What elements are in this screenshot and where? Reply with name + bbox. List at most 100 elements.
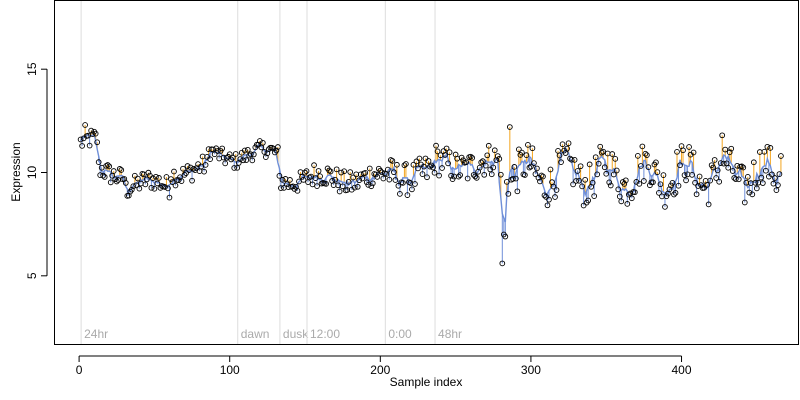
data-point xyxy=(100,172,107,179)
data-point xyxy=(681,172,688,178)
data-point xyxy=(284,181,290,188)
data-point xyxy=(710,164,717,171)
data-point xyxy=(499,260,506,267)
data-point xyxy=(261,149,268,155)
data-point xyxy=(401,162,408,169)
data-point xyxy=(128,186,135,193)
data-point xyxy=(522,172,528,178)
data-point xyxy=(704,182,710,188)
data-point xyxy=(571,157,578,163)
data-point xyxy=(162,184,168,190)
plot-box xyxy=(54,0,799,345)
data-point xyxy=(207,156,213,163)
data-point xyxy=(98,164,105,171)
data-point xyxy=(458,154,465,161)
data-point xyxy=(403,161,409,167)
phase-label: 0:00 xyxy=(388,327,412,341)
data-point xyxy=(776,171,783,177)
data-point xyxy=(698,182,704,188)
phase-label: 24hr xyxy=(84,327,108,341)
data-point xyxy=(122,180,129,186)
data-point xyxy=(538,172,545,179)
data-point xyxy=(455,173,462,180)
data-point xyxy=(415,165,421,172)
data-points xyxy=(77,122,784,267)
data-point xyxy=(505,190,512,197)
data-point xyxy=(496,156,503,162)
data-point xyxy=(151,185,158,192)
data-point xyxy=(104,162,111,168)
data-point xyxy=(624,201,631,207)
data-point xyxy=(134,175,141,182)
data-point xyxy=(175,177,182,183)
x-tick-label: 0 xyxy=(76,363,83,377)
data-point xyxy=(761,148,768,155)
data-point xyxy=(660,172,667,178)
data-point xyxy=(427,163,433,170)
data-point xyxy=(537,178,543,185)
data-point xyxy=(607,182,614,189)
data-point xyxy=(314,183,320,189)
data-point xyxy=(666,186,673,193)
data-point xyxy=(528,163,534,170)
data-point xyxy=(497,171,504,178)
data-point xyxy=(351,184,358,191)
data-point xyxy=(638,163,644,169)
data-point xyxy=(701,185,707,191)
data-point xyxy=(247,151,254,158)
data-point xyxy=(332,176,338,183)
data-point xyxy=(675,182,682,189)
x-tick-label: 400 xyxy=(672,363,692,377)
data-point xyxy=(302,169,308,176)
data-point xyxy=(279,176,286,183)
data-point xyxy=(570,181,576,188)
data-point xyxy=(671,191,677,198)
data-point xyxy=(565,140,572,147)
data-point xyxy=(644,152,650,158)
data-point xyxy=(416,155,423,162)
data-point xyxy=(362,170,369,176)
data-point xyxy=(598,149,605,156)
data-point xyxy=(347,169,354,175)
data-point xyxy=(189,177,195,184)
data-point xyxy=(410,161,417,168)
data-point xyxy=(181,172,188,178)
data-point xyxy=(722,146,729,153)
data-point xyxy=(394,161,400,168)
data-point xyxy=(606,179,613,186)
data-point xyxy=(448,172,454,179)
data-point xyxy=(642,150,649,157)
data-point xyxy=(354,183,361,190)
data-point xyxy=(469,155,476,161)
data-point xyxy=(612,156,619,162)
data-point xyxy=(395,182,402,189)
fit-line xyxy=(79,133,782,223)
phase-markers: 24hr dawn dusk 12:00 0:00 48hr xyxy=(80,1,462,344)
data-point xyxy=(77,136,84,143)
data-point xyxy=(131,172,138,179)
y-tick-label: 5 xyxy=(25,272,39,279)
data-point xyxy=(636,180,643,187)
data-point xyxy=(187,164,194,171)
data-point xyxy=(532,171,539,177)
data-point xyxy=(243,157,250,163)
data-point xyxy=(775,182,781,188)
data-point xyxy=(419,171,426,177)
data-point xyxy=(95,159,102,166)
data-point xyxy=(760,180,766,186)
data-point xyxy=(145,169,152,176)
data-point xyxy=(392,177,399,183)
data-point xyxy=(256,138,263,144)
data-point xyxy=(142,181,149,188)
data-point xyxy=(628,195,635,202)
data-point xyxy=(244,146,251,153)
data-point xyxy=(202,162,209,168)
data-point xyxy=(750,159,757,166)
data-point xyxy=(582,176,588,183)
data-point xyxy=(595,160,602,167)
data-point xyxy=(231,165,238,171)
data-point xyxy=(540,173,546,180)
data-point xyxy=(717,160,724,166)
x-tick-label: 100 xyxy=(220,363,240,377)
data-point xyxy=(769,171,775,178)
